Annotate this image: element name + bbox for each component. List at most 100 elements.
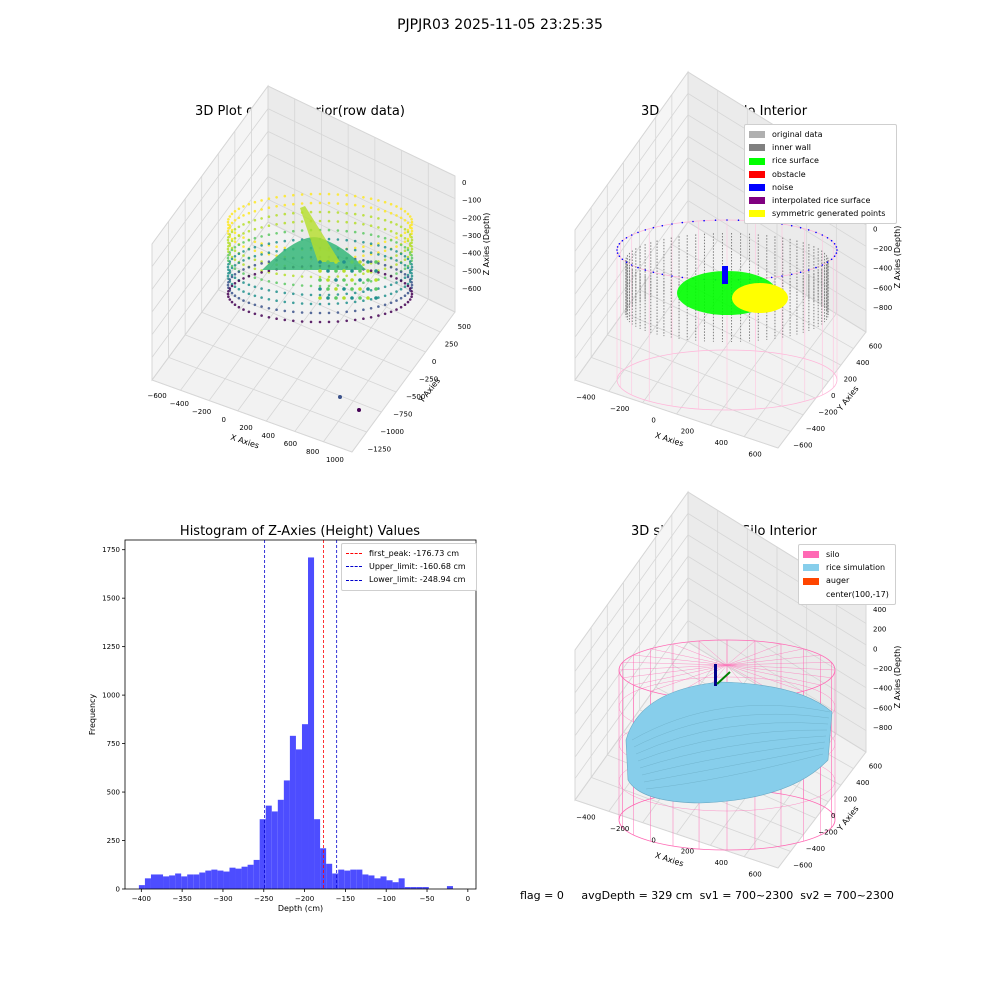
- raw-point: [292, 310, 295, 314]
- raw-point: [362, 245, 365, 248]
- silo-roof-line: [622, 664, 728, 679]
- rice-mesh-line: [639, 735, 827, 769]
- raw-point: [374, 260, 378, 264]
- raw-point: [283, 212, 287, 216]
- x-tick-label: 400: [715, 859, 728, 867]
- raw-point: [408, 224, 412, 227]
- raw-point: [237, 216, 241, 220]
- raw-point: [327, 201, 331, 205]
- raw-point: [403, 282, 407, 285]
- raw-point: [267, 224, 271, 227]
- noise-point: [835, 252, 838, 254]
- noise-point: [807, 229, 810, 231]
- noise-point: [815, 266, 817, 269]
- x-tick-label: −400: [576, 394, 595, 402]
- y-tick-label: 250: [445, 340, 458, 348]
- noise-point: [726, 219, 728, 221]
- raw-point: [260, 271, 263, 274]
- raw-point: [237, 261, 241, 265]
- legend-entry: Upper_limit: -160.68 cm: [346, 560, 472, 573]
- raw-point: [362, 281, 365, 285]
- z-tick-label: 200: [873, 626, 886, 634]
- x-tick-label: 800: [306, 448, 319, 456]
- z-tick-label: −400: [873, 685, 892, 693]
- raw-point: [383, 209, 387, 213]
- raw-point: [383, 312, 387, 316]
- raw-point: [358, 269, 362, 273]
- raw-point: [275, 250, 278, 253]
- rice-mesh-line: [637, 729, 828, 762]
- grid-line: [608, 240, 718, 392]
- raw-point: [350, 296, 354, 300]
- raw-point: [318, 302, 322, 306]
- raw-point: [362, 259, 365, 262]
- raw-point: [406, 255, 410, 259]
- raw-point: [410, 274, 414, 278]
- raw-point: [247, 310, 251, 314]
- raw-point: [242, 290, 245, 293]
- raw-point: [374, 296, 378, 300]
- raw-point: [227, 290, 230, 293]
- raw-point: [318, 210, 322, 214]
- grid-line: [591, 777, 791, 852]
- y-tick-label: 600: [869, 762, 882, 770]
- raw-point: [406, 273, 410, 277]
- noise-point: [637, 231, 639, 234]
- x-tick-label: −400: [170, 400, 189, 408]
- raw-point: [327, 228, 331, 232]
- histogram-bar: [253, 859, 260, 889]
- raw-point: [267, 215, 271, 218]
- raw-point: [369, 289, 373, 292]
- raw-point: [383, 240, 387, 244]
- raw-point: [336, 284, 340, 287]
- grid-line: [151, 176, 456, 335]
- legend-swatch: [749, 157, 765, 165]
- raw-point: [253, 285, 257, 289]
- raw-point: [247, 220, 251, 224]
- raw-point: [383, 249, 387, 253]
- raw-point: [403, 210, 407, 213]
- status-footer: flag = 0 avgDepth = 329 cm sv1 = 700~230…: [520, 889, 894, 902]
- raw-point: [406, 221, 410, 225]
- silo-roof-line: [726, 664, 804, 692]
- raw-point: [342, 278, 346, 282]
- raw-point: [383, 285, 387, 289]
- raw-point: [242, 241, 245, 244]
- raw-point: [336, 229, 340, 232]
- raw-point: [369, 280, 373, 283]
- raw-point: [377, 314, 380, 317]
- raw-point: [300, 302, 304, 305]
- raw-point: [227, 281, 230, 284]
- raw-point: [377, 262, 380, 265]
- raw-point: [383, 254, 387, 258]
- raw-point: [362, 205, 365, 208]
- raw-point: [377, 251, 380, 254]
- figure-title: PJPJR03 2025-11-05 23:25:35: [397, 17, 603, 33]
- histogram-bar: [181, 876, 188, 889]
- z-tick-label: −500: [462, 267, 481, 275]
- y-tick-label: 500: [107, 789, 120, 797]
- x-tick-label: 200: [681, 848, 694, 856]
- raw-point: [327, 275, 331, 279]
- noise-point: [661, 224, 664, 227]
- x-tick-label: −150: [336, 895, 355, 903]
- raw-point: [292, 283, 295, 287]
- grid-line: [574, 200, 867, 359]
- histogram-bar: [163, 876, 170, 889]
- raw-point: [260, 253, 263, 256]
- raw-point: [237, 252, 241, 256]
- raw-point: [318, 219, 322, 223]
- raw-point: [242, 254, 245, 257]
- raw-point: [326, 287, 330, 291]
- y-tick-label: 0: [432, 358, 436, 366]
- grid-line: [607, 334, 804, 416]
- y-tick-label: 200: [844, 795, 857, 803]
- raw-point: [283, 282, 287, 286]
- raw-point: [410, 238, 414, 242]
- raw-point: [253, 312, 257, 316]
- raw-point: [242, 250, 245, 253]
- grid-line: [151, 379, 353, 453]
- raw-point: [353, 239, 357, 243]
- raw-point: [260, 287, 263, 290]
- x-tick-label: −200: [610, 825, 629, 833]
